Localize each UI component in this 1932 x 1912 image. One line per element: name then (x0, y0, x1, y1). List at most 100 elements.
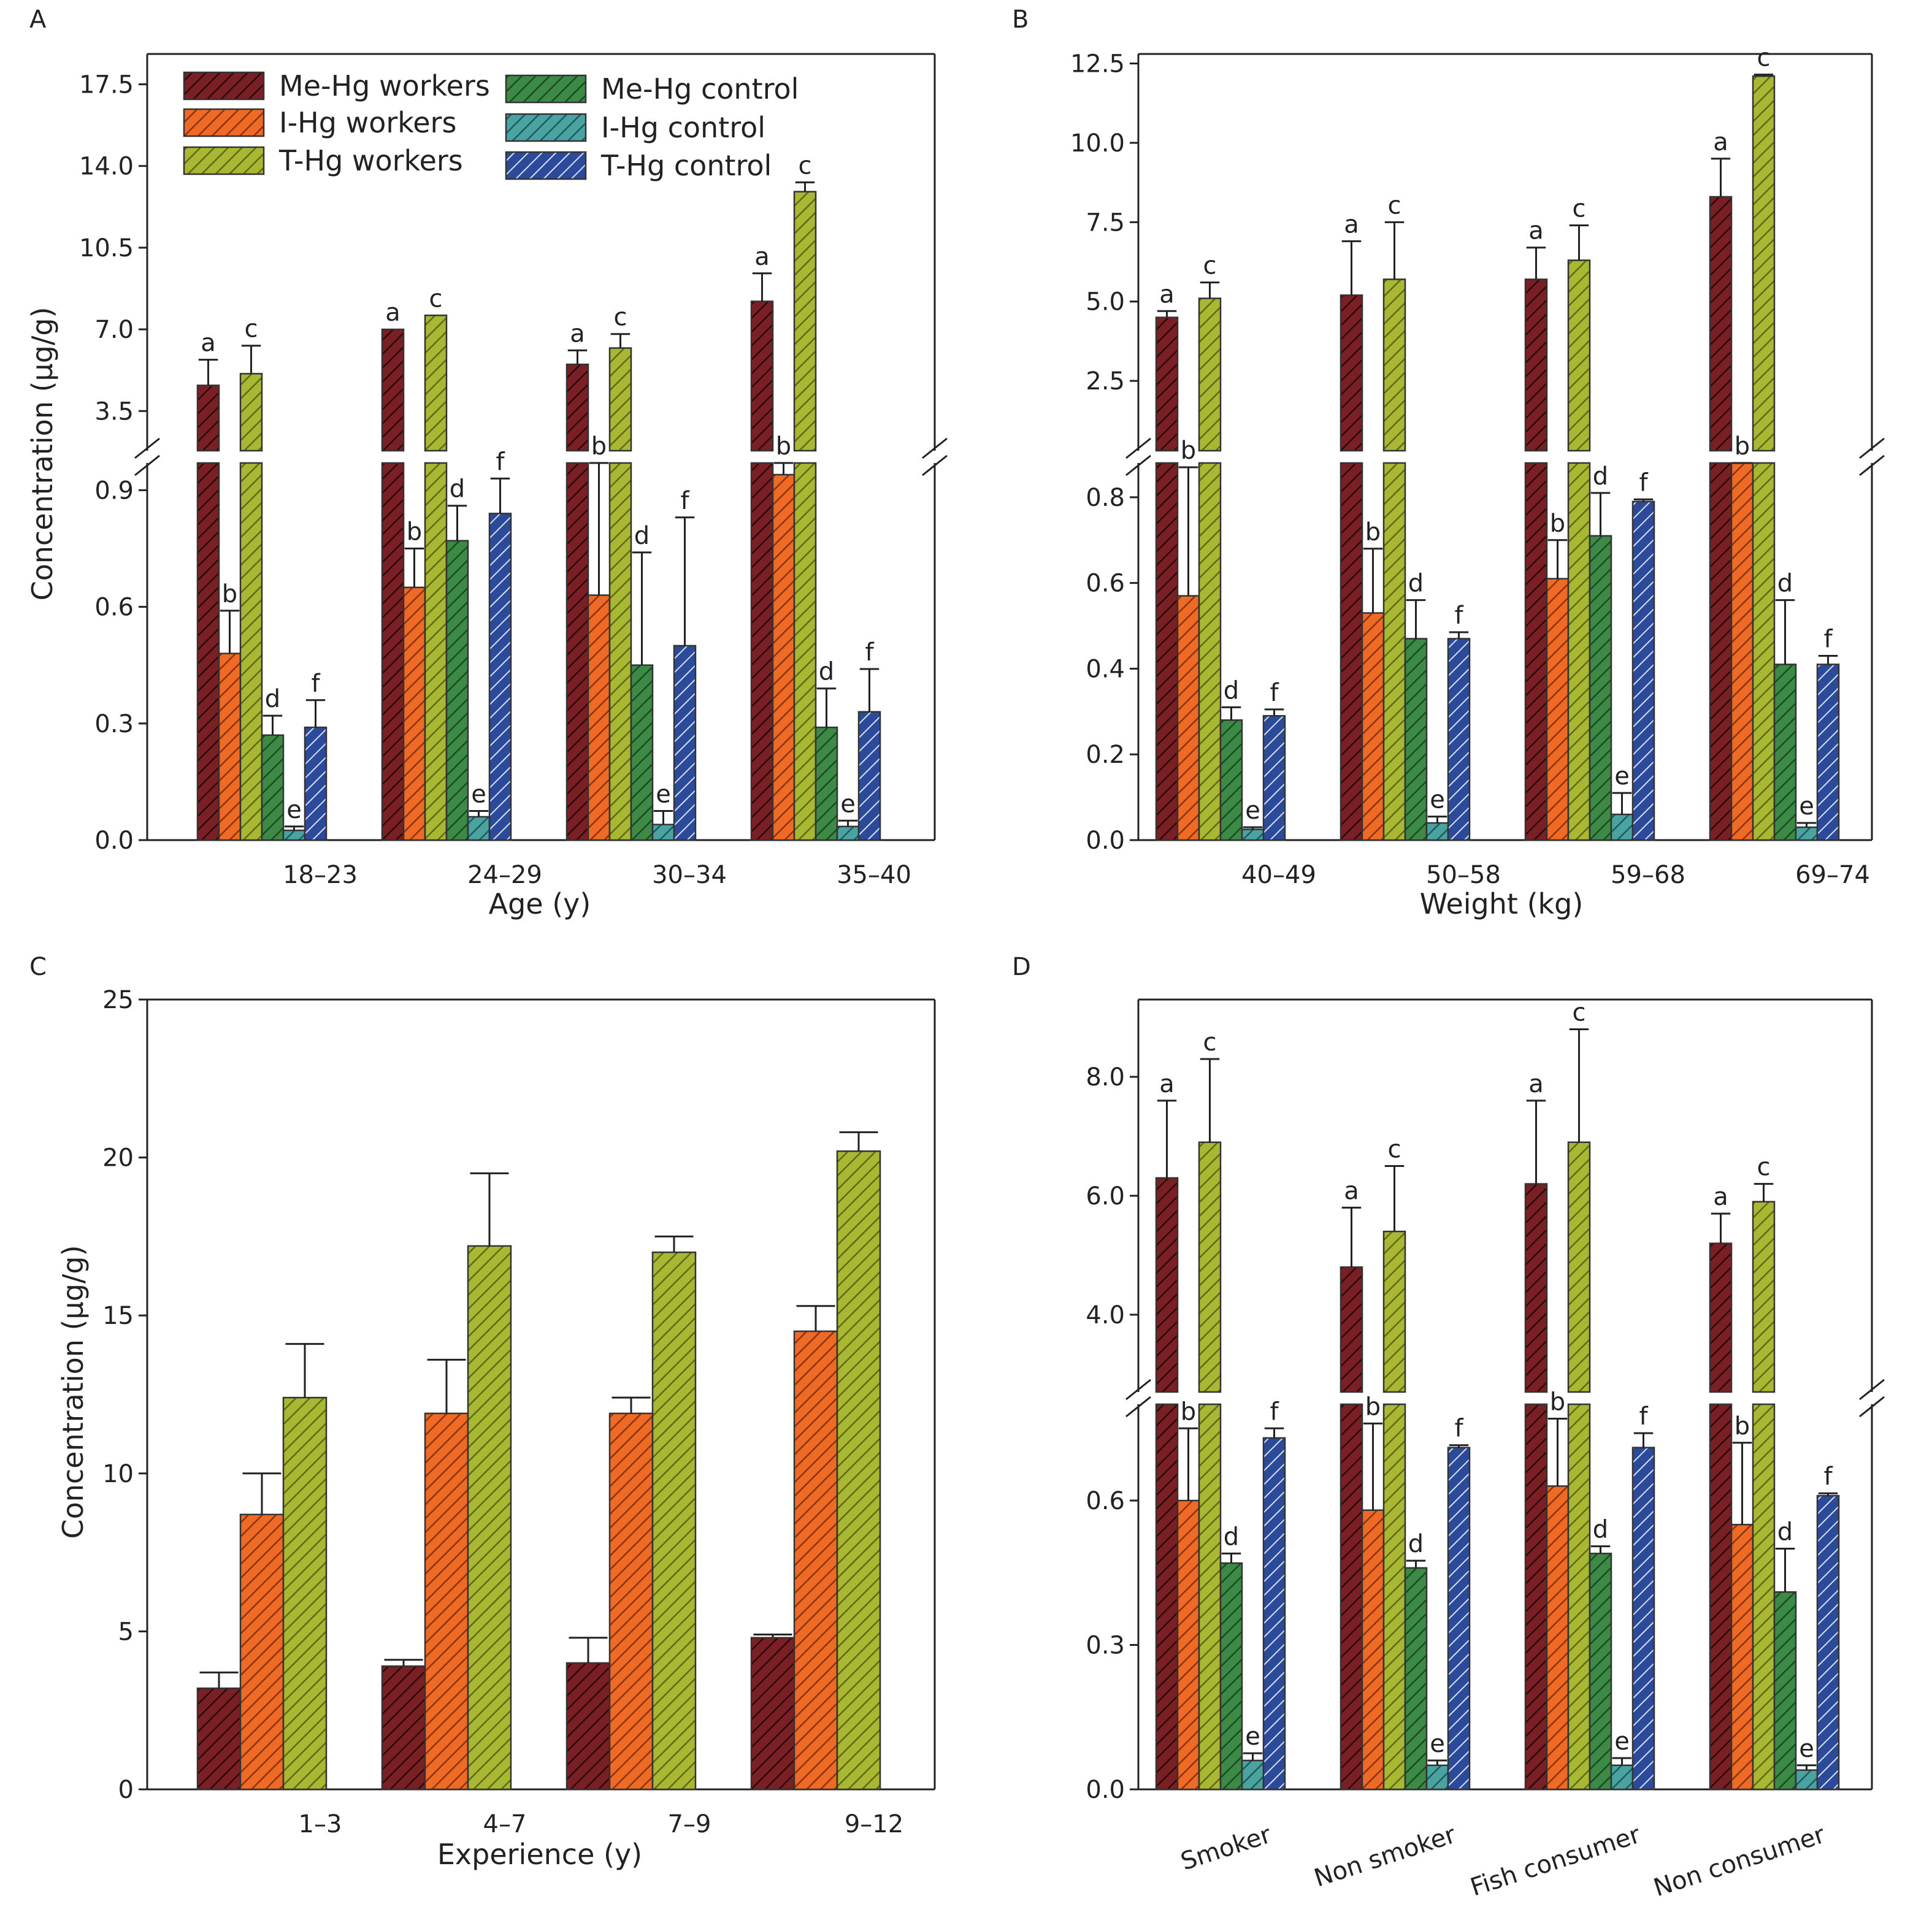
bar (1752, 1403, 1776, 1791)
bar (1361, 612, 1385, 841)
bar (196, 1687, 242, 1791)
significance-letter: c (614, 304, 627, 332)
significance-letter: a (570, 319, 585, 348)
x-axis-title: Experience (y) (437, 1838, 642, 1871)
axis-break-mark-right (922, 437, 948, 459)
bar (1589, 535, 1612, 841)
significance-letter: e (1614, 762, 1630, 790)
significance-letter: f (311, 670, 320, 698)
significance-letter: c (245, 315, 258, 343)
legend-label: T-Hg workers (278, 144, 463, 177)
bar (1382, 462, 1406, 841)
bar (1567, 259, 1591, 452)
bar (1425, 1764, 1449, 1791)
bar (1241, 1759, 1265, 1791)
significance-letter: f (1454, 1415, 1463, 1443)
bar (1404, 638, 1428, 841)
panel-a: A 3.5 7.0 10.5 14.0 17.5 0.0 0.3 0.6 0.9 a b c d e f 18–… (26, 6, 948, 920)
axis-break-mark-left (134, 437, 160, 459)
x-axis-title: Age (y) (489, 887, 591, 920)
significance-letter: b (1365, 1393, 1381, 1421)
bar (1631, 1447, 1655, 1791)
bar (467, 1245, 512, 1791)
significance-letter: e (1430, 786, 1445, 814)
panel-label: C (29, 953, 47, 981)
bar (1589, 1553, 1612, 1791)
bar (445, 540, 469, 841)
significance-letter: e (656, 780, 671, 808)
y-tick-label: 14.0 (79, 153, 134, 181)
significance-letter: a (1528, 217, 1544, 245)
bar (1795, 826, 1819, 841)
bar (282, 829, 306, 841)
y-tick-label: 15 (102, 1302, 134, 1330)
significance-letter: a (1344, 1177, 1359, 1205)
bar (815, 726, 838, 841)
significance-letter: a (1713, 1183, 1728, 1211)
bar (196, 462, 220, 841)
bar (630, 664, 654, 841)
bar (1340, 1403, 1363, 1791)
y-tick-label: 25 (102, 986, 134, 1014)
y-tick-label: 8.0 (1086, 1063, 1125, 1092)
significance-letter: d (450, 475, 465, 503)
x-tick-label: 4–7 (483, 1810, 527, 1838)
bar (1546, 578, 1570, 841)
bar (673, 644, 697, 841)
y-tick-label: 5 (118, 1618, 134, 1646)
bar (608, 1412, 654, 1791)
bar (587, 594, 611, 841)
significance-letter: d (1224, 1523, 1239, 1551)
x-tick-label: 9–12 (845, 1810, 903, 1838)
significance-letter: b (407, 518, 422, 546)
bar (793, 1330, 838, 1791)
y-tick-label: 4.0 (1086, 1301, 1125, 1329)
bar (750, 462, 774, 841)
y-tick-label: 0 (118, 1776, 134, 1804)
bar (1382, 278, 1406, 452)
bar (1198, 462, 1222, 841)
significance-letter: d (1408, 570, 1424, 598)
significance-letter: a (201, 329, 216, 358)
bar (565, 1662, 611, 1791)
bar (836, 1150, 881, 1791)
significance-letter: c (1388, 191, 1401, 220)
bar (239, 462, 263, 841)
x-tick-label: Non smoker (1311, 1821, 1460, 1893)
bar (402, 586, 426, 841)
x-tick-label: 18–23 (283, 861, 358, 889)
bar (608, 462, 632, 841)
y-tick-label: 0.0 (1086, 1776, 1125, 1804)
y-tick-label: 0.4 (1086, 655, 1125, 683)
panel-label: D (1012, 953, 1031, 981)
bar (750, 1637, 795, 1791)
bar (1524, 1403, 1548, 1791)
bar (1730, 462, 1754, 841)
bar (1382, 1403, 1406, 1791)
significance-letter: a (385, 299, 401, 327)
significance-letter: a (1159, 280, 1175, 308)
bar (381, 328, 405, 452)
significance-letter: a (1344, 210, 1359, 239)
significance-letter: d (1777, 1518, 1793, 1547)
bar (218, 652, 242, 841)
bar (1176, 595, 1200, 841)
y-tick-label: 0.3 (1086, 1632, 1125, 1660)
significance-letter: f (1823, 1463, 1833, 1491)
bar (608, 347, 632, 452)
bar (1709, 462, 1733, 841)
significance-letter: d (265, 685, 280, 713)
x-tick-label: 50–58 (1426, 861, 1501, 889)
panel-d: D 4.0 6.0 8.0 0.0 0.3 0.6 a b c d e f Smoker a b c d e f Non… (1012, 953, 1885, 1902)
significance-letter: d (634, 522, 650, 550)
bar (1773, 1591, 1797, 1791)
y-tick-label: 7.5 (1086, 208, 1125, 237)
significance-letter: c (429, 285, 443, 313)
bar (1262, 715, 1286, 841)
bar (1340, 294, 1363, 452)
significance-letter: e (840, 790, 856, 818)
bar (1241, 828, 1265, 841)
legend-label: I-Hg workers (279, 106, 456, 139)
significance-letter: d (1408, 1530, 1424, 1558)
y-tick-label: 0.6 (1086, 570, 1125, 598)
